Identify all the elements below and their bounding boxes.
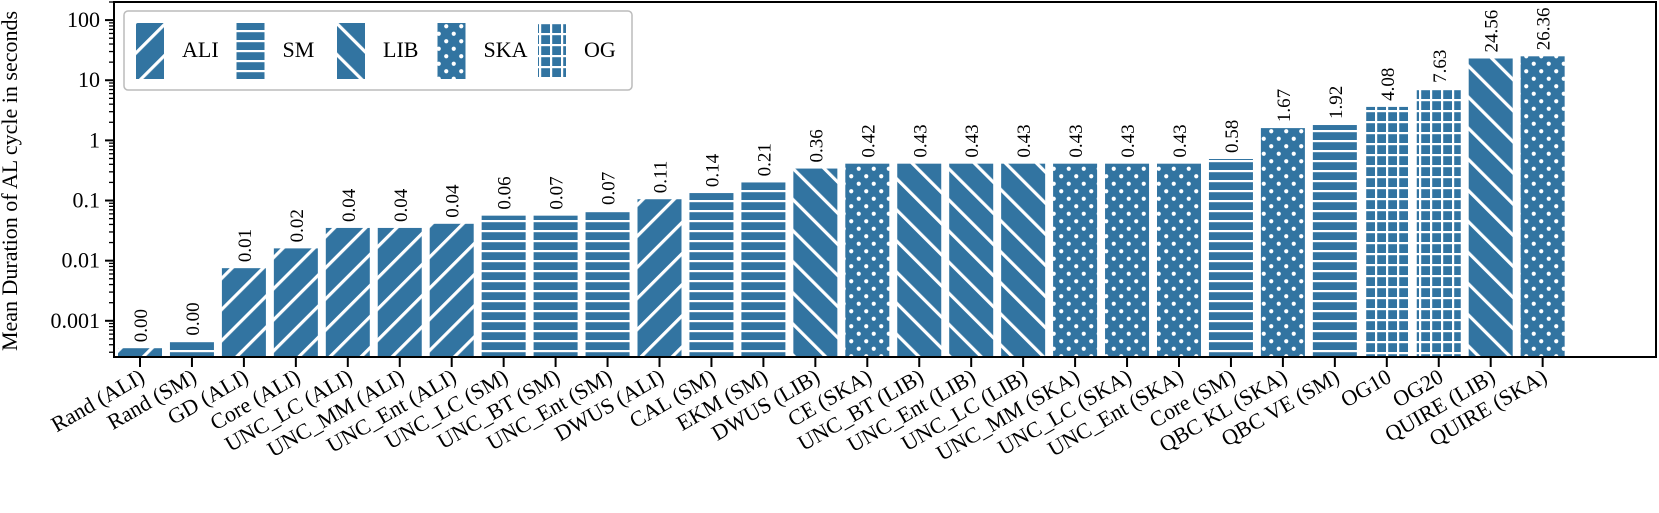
data-label: 0.04 xyxy=(443,184,464,218)
x-tick-label: OG10 xyxy=(1336,364,1395,413)
bar xyxy=(1468,58,1513,358)
legend-swatch xyxy=(236,23,265,79)
data-label: 26.36 xyxy=(1534,8,1555,51)
data-label: 0.43 xyxy=(1066,124,1087,157)
data-label: 1.92 xyxy=(1326,86,1347,119)
bar xyxy=(221,268,266,357)
data-label: 0.43 xyxy=(1014,124,1035,157)
data-label: 0.04 xyxy=(339,188,360,222)
data-label: 0.42 xyxy=(858,124,879,157)
y-tick-label: 0.1 xyxy=(73,188,101,213)
data-label: 7.63 xyxy=(1430,50,1451,83)
legend-swatch xyxy=(538,23,566,79)
bar xyxy=(585,210,630,357)
data-label: 0.04 xyxy=(391,188,412,222)
data-label: 0.02 xyxy=(287,209,308,242)
bar xyxy=(429,223,474,357)
data-label: 0.14 xyxy=(702,153,723,187)
y-tick-label: 0.01 xyxy=(62,248,101,273)
bar xyxy=(118,348,162,357)
legend-label: LIB xyxy=(383,37,418,62)
value-labels-group: 0.00 0.00 0.01 0.02 0.04 0.04 0.04 0.06 0.07 0.07… xyxy=(131,8,1555,343)
data-label: 24.56 xyxy=(1482,10,1503,53)
y-axis-label: Mean Duration of AL cycle in seconds xyxy=(0,11,22,351)
bar xyxy=(1312,125,1357,357)
plot-frame xyxy=(113,1,1657,358)
bar xyxy=(1208,159,1253,357)
data-label: 1.67 xyxy=(1274,89,1295,122)
legend-label: SM xyxy=(283,37,315,62)
bar xyxy=(1157,163,1201,357)
legend-label: ALI xyxy=(182,37,219,62)
bar xyxy=(793,168,838,357)
data-label: 0.07 xyxy=(547,176,568,209)
legend-label: SKA xyxy=(484,37,528,62)
bar xyxy=(273,248,318,357)
data-label: 0.07 xyxy=(599,172,620,205)
bar xyxy=(845,163,890,357)
data-label: 0.00 xyxy=(131,309,152,342)
data-label: 0.01 xyxy=(235,229,256,262)
y-axis: 0.001 0.01 0.1 1 10 100 xyxy=(51,1,114,353)
bar xyxy=(1053,163,1098,357)
bar xyxy=(897,163,942,357)
bar xyxy=(1364,106,1409,357)
bar xyxy=(949,163,994,357)
data-label: 0.43 xyxy=(1118,124,1139,157)
data-label: 0.11 xyxy=(651,161,672,194)
bars-group xyxy=(118,56,1565,358)
bar xyxy=(1416,88,1461,357)
legend: ALI SM LIB SKA OG xyxy=(123,10,633,91)
bar xyxy=(1001,163,1046,357)
y-tick-label: 1 xyxy=(89,127,100,152)
y-tick-label: 10 xyxy=(78,67,100,92)
data-label: 0.43 xyxy=(962,124,983,157)
legend-swatch xyxy=(136,23,164,79)
bar xyxy=(741,182,786,357)
bar xyxy=(637,199,682,357)
data-label: 0.21 xyxy=(754,143,775,176)
data-label: 0.58 xyxy=(1222,120,1243,153)
data-label: 4.08 xyxy=(1378,68,1399,101)
legend-label: OG xyxy=(584,37,616,62)
bar xyxy=(1520,56,1565,358)
bar xyxy=(169,341,214,357)
bar xyxy=(1260,128,1305,357)
data-label: 0.43 xyxy=(910,124,931,157)
bar xyxy=(533,215,578,357)
bar xyxy=(377,227,422,357)
bar xyxy=(481,215,526,357)
data-label: 0.36 xyxy=(806,129,827,162)
y-tick-label: 0.001 xyxy=(51,308,101,333)
y-tick-label: 100 xyxy=(67,7,100,32)
bar xyxy=(325,227,370,357)
data-label: 0.06 xyxy=(495,176,516,209)
legend-swatch xyxy=(437,23,466,79)
bar xyxy=(1105,163,1150,357)
data-label: 0.43 xyxy=(1170,124,1191,157)
data-label: 0.00 xyxy=(183,302,204,335)
bar xyxy=(689,193,734,357)
x-axis: Rand (ALI)Rand (SM)GD (ALI)Core (ALI)UNC… xyxy=(47,357,1551,466)
legend-swatch xyxy=(337,23,365,79)
